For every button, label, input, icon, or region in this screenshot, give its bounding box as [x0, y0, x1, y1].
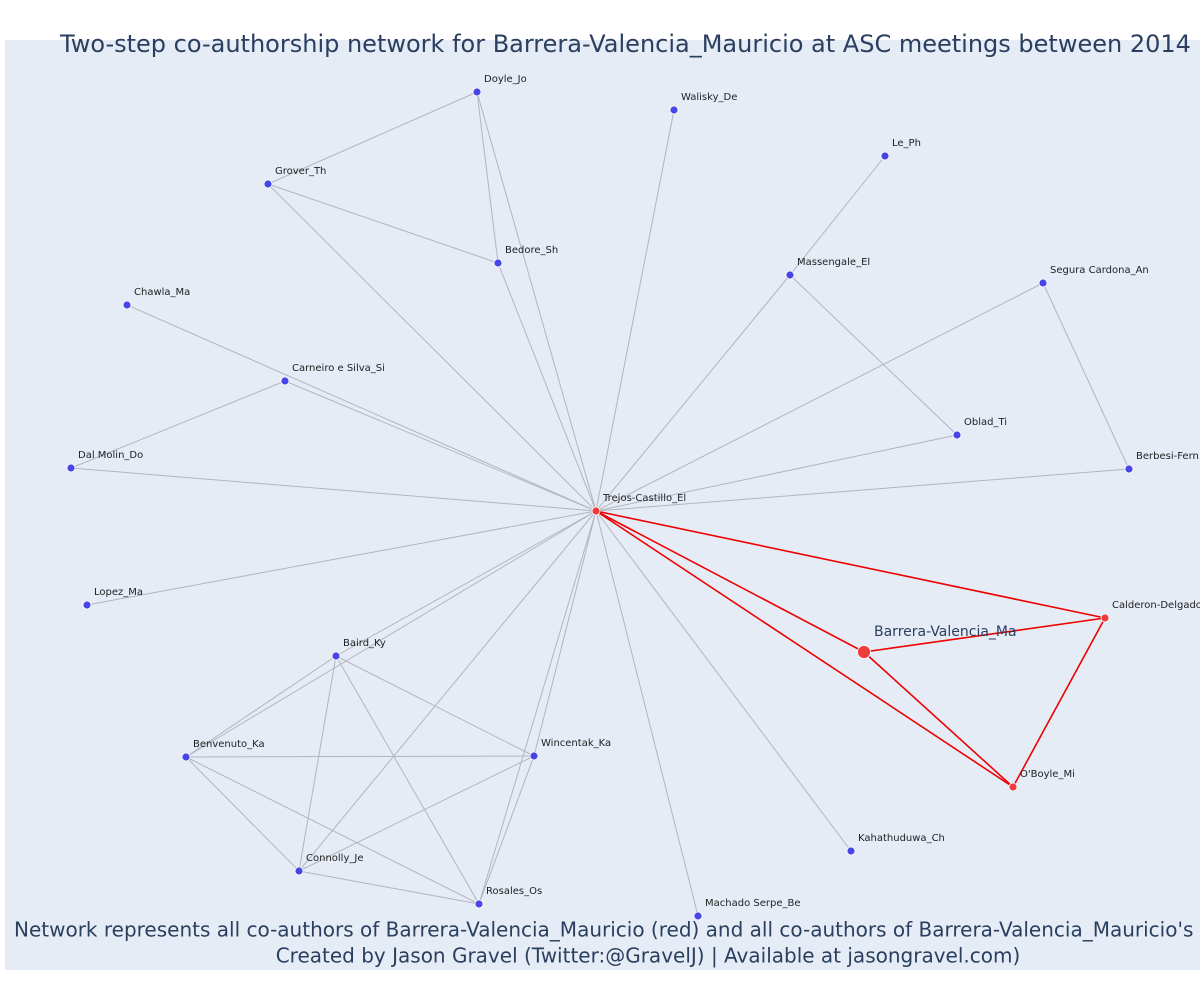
nodes: Doyle_Jo Walisky_De Le_Ph Grover_Th Bedore_S…	[66, 74, 1200, 921]
edge	[497, 262, 597, 512]
edge	[335, 655, 480, 905]
node	[529, 751, 539, 761]
edge	[185, 756, 300, 872]
highlight-edge	[1012, 617, 1106, 788]
edge	[595, 468, 1130, 512]
node-label: Le_Ph	[892, 138, 921, 149]
edge	[70, 467, 597, 512]
node	[280, 376, 290, 386]
edge	[267, 183, 499, 264]
node-label: Trejos-Castillo_El	[602, 493, 686, 504]
node-label: Doyle_Jo	[484, 74, 527, 85]
node	[952, 430, 962, 440]
node-label: Grover_Th	[275, 166, 326, 177]
node-label: Rosales_Os	[486, 886, 542, 897]
footer-line: Network represents all co-authors of Bar…	[14, 918, 1200, 942]
node	[181, 752, 191, 762]
node	[785, 270, 795, 280]
edge	[185, 655, 337, 758]
edge	[478, 755, 535, 905]
edge	[70, 380, 286, 469]
edge	[185, 755, 535, 758]
node-label: Lopez_Ma	[94, 587, 143, 598]
node-label: Kahathuduwa_Ch	[858, 833, 945, 844]
node	[1100, 613, 1110, 623]
node	[493, 258, 503, 268]
edge	[335, 510, 597, 657]
edge	[284, 380, 597, 512]
node	[82, 600, 92, 610]
node-label: Berbesi-Fern	[1136, 451, 1199, 462]
edge	[533, 510, 597, 757]
node	[591, 506, 601, 516]
edge	[595, 109, 675, 512]
node-label: Segura Cardona_An	[1050, 265, 1149, 276]
node	[66, 463, 76, 473]
node	[880, 151, 890, 161]
edge	[595, 434, 958, 512]
node	[1124, 464, 1134, 474]
edge	[476, 91, 499, 264]
edge	[185, 510, 597, 758]
node-label: Massengale_El	[797, 257, 870, 268]
node	[693, 911, 703, 921]
node	[1008, 782, 1018, 792]
node-label: Calderon-Delgado	[1112, 600, 1200, 611]
edge	[185, 756, 480, 905]
highlight-edge	[595, 510, 1014, 788]
node	[1038, 278, 1048, 288]
node	[669, 105, 679, 115]
node	[263, 179, 273, 189]
node	[331, 651, 341, 661]
edge	[335, 655, 535, 757]
edge	[126, 304, 597, 512]
highlight-edge	[863, 617, 1106, 653]
node-label: Walisky_De	[681, 92, 737, 103]
node-label: Carneiro e Silva_Si	[292, 363, 385, 374]
node-label: Oblad_Ti	[964, 417, 1007, 428]
edge	[478, 510, 597, 905]
node-label: Machado Serpe_Be	[705, 898, 801, 909]
node-label: Connolly_Je	[306, 853, 363, 864]
edge	[595, 510, 699, 917]
edges	[70, 91, 1130, 917]
node	[294, 866, 304, 876]
edge	[476, 91, 597, 512]
node-label: Chawla_Ma	[134, 287, 190, 298]
node-label: Bedore_Sh	[505, 245, 558, 256]
edge	[298, 655, 337, 872]
node-label: Baird_Ky	[343, 638, 386, 649]
edge	[267, 183, 597, 512]
node	[474, 899, 484, 909]
footer-line: Created by Jason Gravel (Twitter:@Gravel…	[276, 944, 1021, 968]
node	[122, 300, 132, 310]
edge	[298, 755, 535, 872]
title: Two-step co-authorship network for Barre…	[59, 30, 1200, 58]
node-label: Barrera-Valencia_Ma	[874, 624, 1017, 640]
edge	[267, 91, 478, 185]
edge	[595, 282, 1044, 512]
node-label: Dal Molin_Do	[78, 450, 143, 461]
node	[472, 87, 482, 97]
node-label: Wincentak_Ka	[541, 738, 611, 749]
node	[857, 645, 871, 659]
edge	[789, 274, 958, 436]
edge	[789, 155, 886, 276]
edge	[595, 274, 791, 512]
node-label: Benvenuto_Ka	[193, 739, 265, 750]
node-label: O'Boyle_Mi	[1020, 769, 1075, 780]
highlight-edge	[595, 510, 865, 653]
highlight-edge	[863, 651, 1014, 788]
edge	[298, 510, 597, 872]
edge	[86, 510, 597, 606]
plot-background	[5, 40, 1200, 970]
highlight-edge	[595, 510, 1106, 619]
edge	[1042, 282, 1130, 470]
edge	[595, 510, 852, 852]
node	[846, 846, 856, 856]
edge	[298, 870, 480, 905]
